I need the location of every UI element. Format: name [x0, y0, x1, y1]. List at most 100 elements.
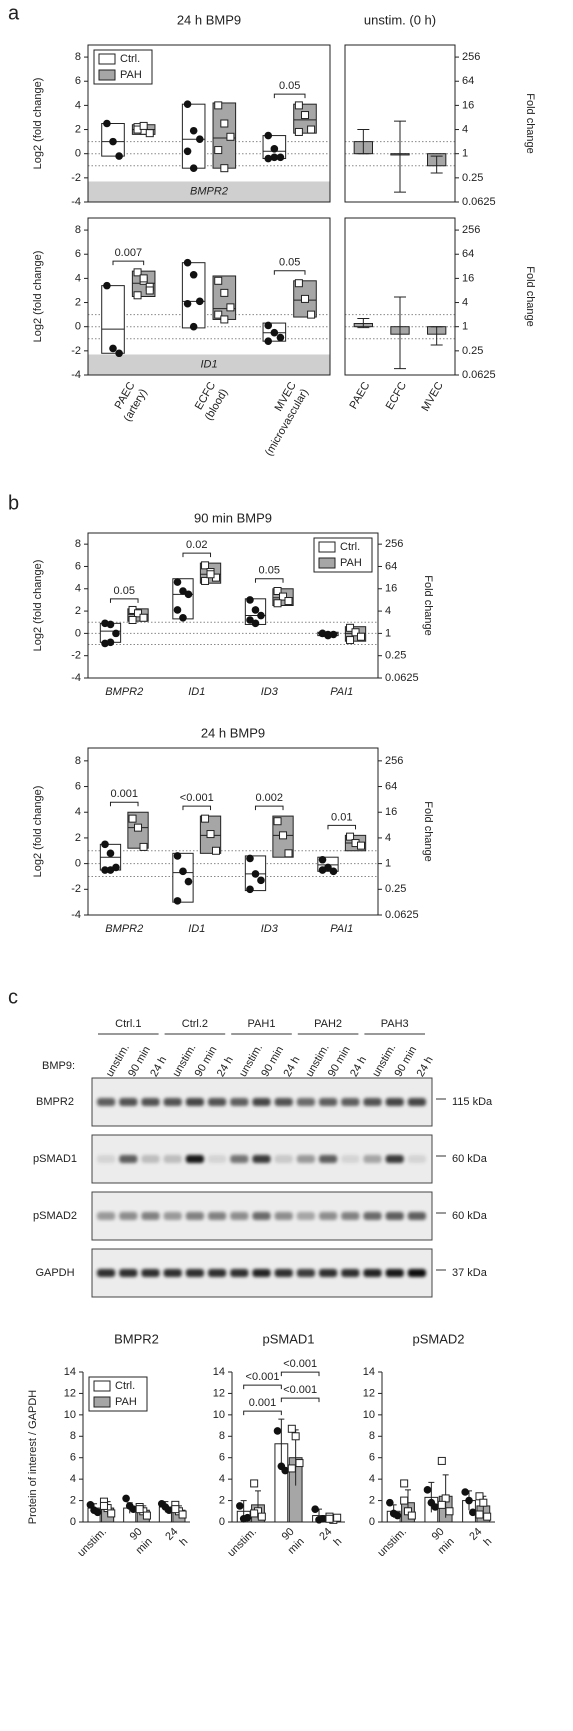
y-tick-label: 12 — [363, 1387, 375, 1399]
data-point — [133, 268, 142, 277]
y-axis-label: Log2 (fold change) — [32, 251, 44, 343]
significance-bracket — [243, 1384, 282, 1390]
data-point — [101, 866, 109, 874]
plot-frame — [87, 44, 331, 203]
legend-swatch — [93, 1380, 111, 1392]
plot-frame — [87, 747, 379, 916]
data-point — [279, 831, 288, 840]
blot-band — [407, 1098, 426, 1106]
data-point — [184, 877, 193, 886]
y-tick-label: 0.25 — [462, 345, 483, 357]
y-tick-label: 14 — [363, 1366, 375, 1378]
lane-label: 24 h — [348, 1054, 369, 1079]
legend-swatch — [93, 1396, 111, 1408]
significance-bracket — [254, 805, 284, 811]
data-point — [145, 286, 154, 295]
x-tick-label: unstim. — [75, 1526, 109, 1560]
blot-band — [163, 1155, 182, 1163]
x-tick-label: ID3 — [261, 923, 279, 935]
y-tick-label: 12 — [64, 1387, 76, 1399]
p-value: 0.007 — [115, 247, 143, 259]
data-point — [214, 101, 223, 110]
group-label: Ctrl.1 — [115, 1018, 141, 1030]
blot-band — [274, 1269, 293, 1277]
data-point — [437, 1456, 446, 1465]
data-point — [135, 1505, 144, 1514]
data-point — [184, 590, 193, 599]
data-point — [264, 154, 273, 163]
data-point — [294, 101, 303, 110]
data-point — [250, 1479, 259, 1488]
chart-title: pSMAD1 — [262, 1331, 314, 1346]
blot-band — [274, 1098, 293, 1106]
data-point — [479, 1498, 488, 1507]
blot-band — [97, 1212, 116, 1220]
y2-tick-label: 0.25 — [385, 883, 406, 895]
legend-label: PAH — [115, 1396, 137, 1408]
y-tick-label: 10 — [213, 1409, 225, 1421]
p-value: 0.02 — [186, 539, 207, 551]
legend-label: PAH — [120, 69, 142, 81]
data-point — [279, 592, 288, 601]
x-tick-label: 90min — [276, 1526, 307, 1557]
p-value: 0.001 — [249, 1397, 277, 1409]
p-value: 0.01 — [331, 811, 352, 823]
data-point — [179, 613, 187, 622]
plot-frame — [87, 217, 331, 376]
blot-band — [119, 1212, 138, 1220]
data-point — [307, 125, 316, 134]
significance-bracket — [112, 260, 145, 266]
data-point — [393, 1511, 402, 1520]
significance-bracket — [273, 93, 306, 99]
error-bar — [278, 1418, 285, 1469]
y-tick-label: -4 — [71, 909, 81, 921]
y-tick-label: 12 — [213, 1387, 225, 1399]
error-bar — [394, 120, 406, 193]
data-point — [300, 111, 309, 120]
data-point — [101, 840, 109, 849]
y-tick-label: 0.25 — [462, 172, 483, 184]
data-point — [257, 876, 265, 885]
p-value: 0.05 — [259, 565, 280, 577]
group-label: PAH1 — [248, 1018, 276, 1030]
blot-band — [296, 1269, 315, 1277]
y-tick-label: -4 — [71, 369, 81, 381]
y-tick-label: 1 — [462, 321, 468, 333]
data-point — [206, 830, 215, 839]
x-tick-label: 90min — [124, 1526, 155, 1557]
data-point — [264, 131, 273, 140]
y-tick-label: 0.0625 — [462, 369, 496, 381]
blot-row-label: GAPDH — [35, 1267, 74, 1279]
chart-title: pSMAD2 — [412, 1331, 464, 1346]
data-point — [134, 823, 143, 832]
data-point — [431, 1503, 439, 1511]
y-tick-label: 6 — [75, 75, 81, 87]
data-point — [236, 1502, 244, 1510]
data-point — [246, 616, 254, 624]
data-point — [86, 1501, 95, 1509]
x-tick-label: BMPR2 — [105, 923, 143, 935]
blot-band — [163, 1098, 182, 1106]
x-tick-label: BMPR2 — [105, 686, 143, 698]
x-tick-label: ID3 — [261, 686, 279, 698]
y-tick-label: 4 — [70, 1473, 76, 1485]
x-tick-label: PAEC(artery) — [109, 380, 149, 424]
data-point — [201, 576, 210, 585]
blot-band — [185, 1212, 204, 1220]
data-point — [250, 1509, 259, 1518]
data-point — [281, 1466, 289, 1475]
lane-label: 24 h — [148, 1054, 169, 1079]
data-point — [201, 814, 210, 823]
blot-band — [296, 1212, 315, 1220]
blot-band — [385, 1212, 404, 1220]
y-tick-label: 8 — [219, 1430, 225, 1442]
blot-band — [252, 1155, 271, 1163]
panel-label: a — [8, 2, 20, 24]
p-value: 0.002 — [255, 792, 283, 804]
data-point — [226, 132, 235, 141]
data-point — [106, 620, 115, 629]
data-point — [214, 276, 223, 285]
significance-bracket — [109, 801, 139, 807]
blot-band — [385, 1269, 404, 1277]
data-point — [465, 1496, 473, 1505]
